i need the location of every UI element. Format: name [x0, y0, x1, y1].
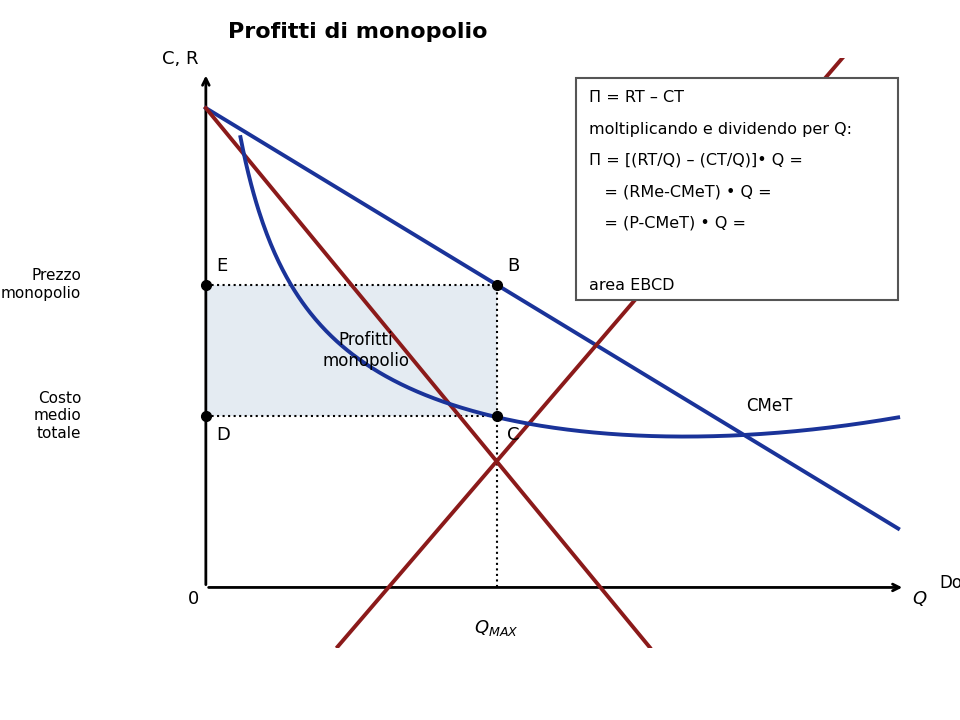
- Text: Π = RT – CT: Π = RT – CT: [588, 91, 684, 105]
- Text: Prezzo
monopolio: Prezzo monopolio: [1, 269, 82, 301]
- Text: = (RMe-CMeT) • Q =: = (RMe-CMeT) • Q =: [588, 184, 771, 199]
- Text: B: B: [507, 256, 519, 274]
- Text: C: C: [507, 426, 519, 444]
- Text: Domanda: Domanda: [940, 574, 960, 592]
- Text: Profitti
monopolio: Profitti monopolio: [323, 331, 409, 369]
- Text: C, R: C, R: [162, 50, 199, 68]
- Text: Profitti di monopolio: Profitti di monopolio: [228, 22, 488, 42]
- Text: Costo
medio
totale: Costo medio totale: [34, 391, 82, 441]
- Text: Π = [(RT/Q) – (CT/Q)]• Q =: Π = [(RT/Q) – (CT/Q)]• Q =: [588, 153, 803, 168]
- Text: 0: 0: [187, 590, 199, 608]
- Bar: [205, 284, 496, 416]
- Text: Q: Q: [912, 590, 926, 608]
- Text: = (P-CMeT) • Q =: = (P-CMeT) • Q =: [588, 215, 746, 230]
- Bar: [576, 78, 899, 300]
- Text: moltiplicando e dividendo per Q:: moltiplicando e dividendo per Q:: [588, 122, 852, 137]
- Text: CMeT: CMeT: [746, 397, 792, 415]
- Text: area EBCD: area EBCD: [588, 278, 674, 293]
- Text: D: D: [216, 426, 230, 444]
- Text: E: E: [216, 256, 228, 274]
- Text: Q$_{MAX}$: Q$_{MAX}$: [474, 618, 519, 638]
- Text: CMa: CMa: [806, 89, 843, 107]
